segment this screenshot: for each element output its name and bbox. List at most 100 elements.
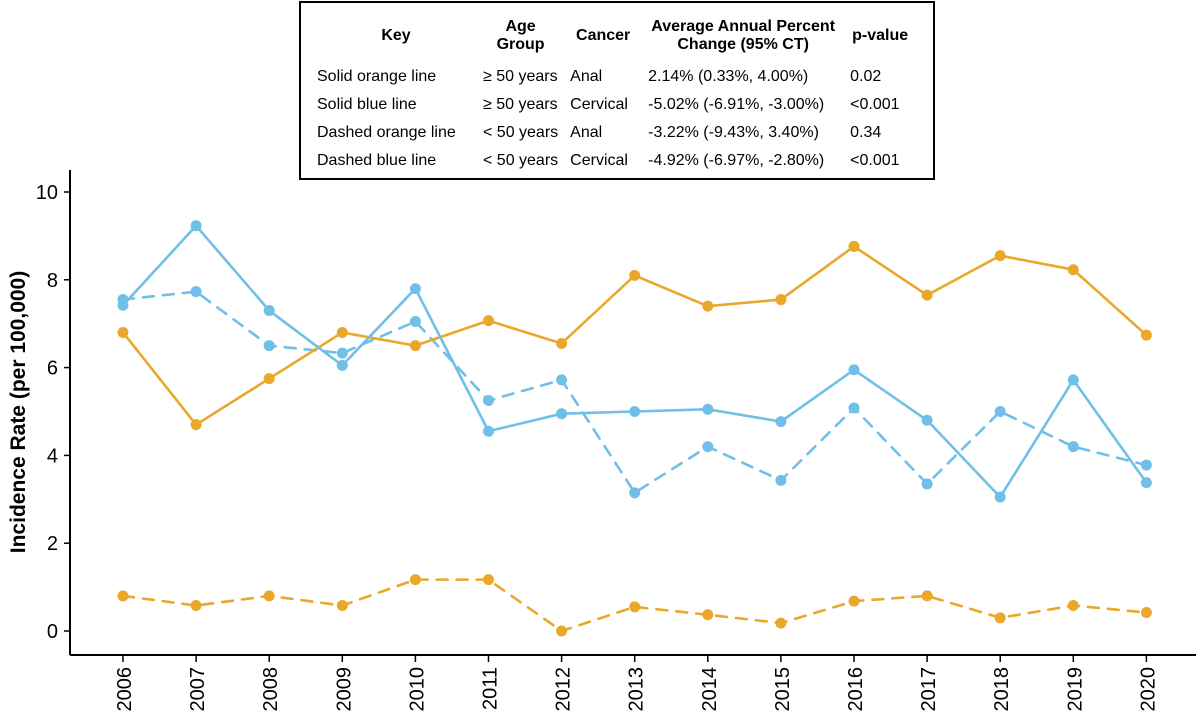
header-cancer: Cancer [576, 27, 631, 44]
age-group-cell: ≥ 50 years [483, 68, 558, 85]
data-point [556, 408, 568, 420]
apc-cell: -5.02% (-6.91%, -3.00%) [648, 96, 825, 113]
data-point [775, 474, 787, 486]
data-point [409, 340, 421, 352]
data-point [336, 347, 348, 359]
data-point [775, 617, 787, 629]
data-point [1140, 459, 1152, 471]
data-point [336, 326, 348, 338]
data-point [1067, 441, 1079, 453]
series-1-solid [117, 220, 1152, 503]
key-cell: Dashed orange line [317, 124, 456, 141]
data-point [117, 326, 129, 338]
y-tick-label: 2 [47, 533, 58, 555]
data-point [336, 359, 348, 371]
data-point [629, 406, 641, 417]
data-point [775, 416, 787, 428]
p-value-cell: 0.34 [850, 124, 882, 141]
key-cell: Dashed blue line [317, 152, 437, 169]
x-tick-label: 2020 [1137, 667, 1159, 712]
data-point [702, 609, 714, 621]
data-point [1067, 600, 1079, 612]
data-point [1067, 264, 1079, 276]
data-point [702, 441, 714, 453]
series-3-dashed [117, 286, 1152, 499]
cancer-cell: Cervical [570, 152, 628, 169]
table-row: Dashed blue line < 50 years Cervical -4.… [315, 147, 916, 175]
x-tick-label: 2013 [626, 667, 648, 712]
header-p-value: p-value [852, 27, 909, 44]
data-point [994, 250, 1006, 262]
x-tick-label: 2014 [699, 667, 721, 712]
x-tick-label: 2015 [772, 667, 794, 712]
data-point [336, 600, 348, 612]
y-tick-label: 10 [36, 182, 58, 204]
key-table: Key Age Group Cancer Average Annual Perc… [315, 15, 916, 175]
data-point [556, 625, 568, 637]
x-tick-label: 2012 [553, 667, 575, 712]
table-row: Solid orange line ≥ 50 years Anal 2.14% … [315, 63, 916, 91]
series-line [121, 224, 1148, 499]
data-point [1140, 607, 1152, 619]
data-point [775, 294, 787, 306]
x-tick-label: 2019 [1064, 667, 1086, 712]
y-tick-label: 8 [47, 270, 58, 292]
data-point [994, 491, 1006, 503]
data-point [263, 305, 275, 317]
data-point [263, 373, 275, 385]
age-group-cell: ≥ 50 years [483, 96, 558, 113]
data-point [483, 315, 494, 327]
header-apc: Average Annual Percent Change (95% CT) [651, 18, 836, 53]
apc-cell: -3.22% (-9.43%, 3.40%) [648, 124, 819, 141]
series-line [121, 290, 1148, 495]
x-tick-label: 2016 [845, 667, 867, 712]
age-group-cell: < 50 years [483, 152, 559, 169]
x-tick-label: 2007 [187, 667, 209, 712]
data-point [848, 595, 860, 607]
y-tick-label: 6 [47, 358, 58, 380]
data-point [409, 574, 421, 586]
y-tick-label: 0 [47, 621, 58, 643]
series-0-solid [117, 240, 1152, 431]
data-point [556, 374, 568, 386]
data-point [994, 612, 1006, 624]
data-point [409, 316, 421, 328]
data-point [263, 590, 275, 602]
x-tick-labels: 2006 2007 2008 2009 2010 2011 2012 2013 2014 2015… [114, 667, 1159, 712]
key-table-header-row: Key Age Group Cancer Average Annual Perc… [315, 15, 916, 63]
header-key: Key [381, 27, 411, 44]
header-age-group: Age Group [496, 18, 545, 53]
table-row: Dashed orange line < 50 years Anal -3.22… [315, 119, 916, 147]
data-point [117, 299, 129, 311]
p-value-cell: <0.001 [850, 152, 900, 169]
key-cell: Solid blue line [317, 96, 417, 113]
data-point [629, 269, 641, 281]
data-point [921, 289, 933, 301]
chart-axes [64, 170, 1196, 662]
data-point [994, 406, 1006, 417]
p-value-cell: <0.001 [850, 96, 900, 113]
data-point [483, 574, 494, 586]
key-legend-box: Key Age Group Cancer Average Annual Perc… [299, 1, 935, 180]
cancer-cell: Anal [570, 124, 603, 141]
series-layer [117, 220, 1152, 637]
cancer-cell: Anal [570, 68, 603, 85]
x-tick-label: 2018 [991, 667, 1013, 712]
x-tick-label: 2009 [333, 667, 355, 712]
data-point [921, 590, 933, 602]
data-point [848, 240, 860, 252]
data-point [190, 419, 202, 431]
data-point [190, 286, 202, 298]
data-point [263, 340, 275, 352]
x-tick-label: 2017 [918, 667, 940, 712]
data-point [190, 600, 202, 612]
data-point [1067, 374, 1079, 386]
data-point [702, 403, 714, 415]
age-group-cell: < 50 years [483, 124, 559, 141]
y-tick-labels: 0 2 4 6 8 10 [36, 182, 58, 643]
series-2-dashed [117, 574, 1152, 637]
data-point [921, 478, 933, 490]
data-point [190, 220, 202, 232]
data-point [921, 414, 933, 426]
